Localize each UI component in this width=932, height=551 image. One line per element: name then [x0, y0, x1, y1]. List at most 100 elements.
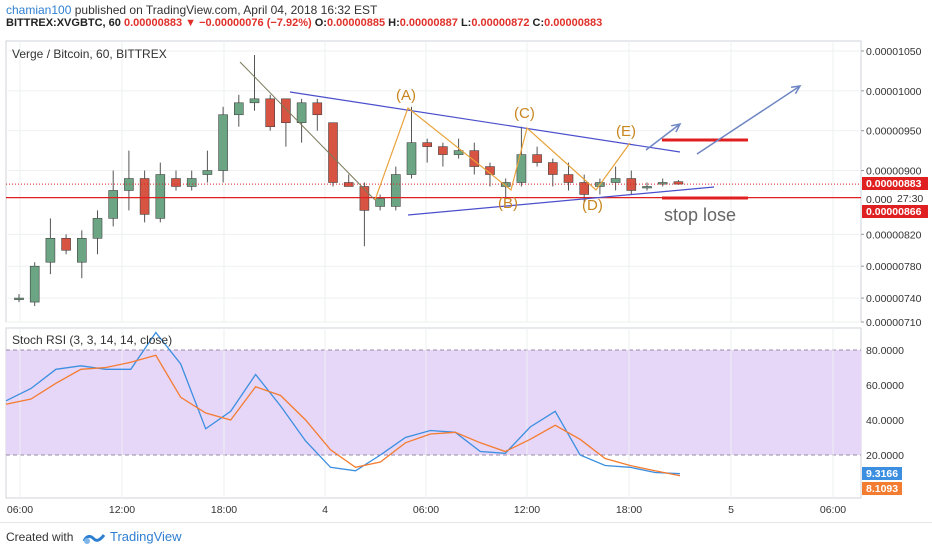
time-tick-label: 06:00: [820, 504, 846, 516]
candle-body: [532, 154, 542, 163]
candle-body: [124, 178, 134, 191]
stoch-d-line: [5, 354, 681, 477]
tradingview-logo-icon[interactable]: [82, 531, 106, 550]
wave-label-c: (C): [514, 105, 535, 122]
time-tick-label: 06:00: [7, 504, 33, 516]
chart-canvas[interactable]: 0.00001050 0.00001000 0.00000950 0.00000900…: [0, 0, 932, 522]
high-label: H:: [388, 17, 400, 29]
rsi-band: [6, 350, 861, 455]
stop-lose-label: stop lose: [664, 205, 736, 225]
candle-body: [14, 297, 24, 300]
candle-body: [171, 178, 181, 187]
price-tick-label: 0.00000740: [866, 293, 922, 305]
last-price: 0.00000883: [123, 17, 183, 29]
author-link[interactable]: chamian100: [6, 3, 72, 17]
rsi-tick-label: 60.0000: [866, 380, 904, 392]
candle-body: [406, 142, 417, 175]
candle-body: [563, 174, 574, 183]
time-tick-label: 18:00: [616, 504, 642, 516]
candle-body: [626, 178, 637, 191]
candle-body: [265, 98, 276, 128]
open-value: 0.00000885: [326, 17, 386, 29]
rsi-title: Stoch RSI (3, 3, 14, 14, close): [12, 333, 172, 347]
candle-body: [422, 142, 433, 147]
candle-body: [312, 102, 323, 116]
price-tag-last: 0.00000883: [862, 177, 928, 190]
rsi-tick-label: 20.0000: [866, 450, 904, 462]
candle-body: [202, 170, 213, 175]
time-tick-label: 5: [728, 504, 734, 516]
close-value: 0.00000883: [544, 17, 603, 29]
candle-body: [61, 238, 71, 251]
rsi-k-tag: 9.3166: [862, 467, 902, 480]
wave-label-e: (E): [616, 123, 636, 140]
price-tag-ref: 0.00000866: [862, 205, 928, 218]
candle-body: [281, 98, 291, 124]
symbol-label: BITTREX:XVGBTC, 60: [6, 17, 121, 29]
candle-body: [139, 178, 150, 215]
candle-body: [642, 186, 652, 189]
candle-body: [328, 122, 338, 183]
upper-trendline: [289, 91, 681, 153]
rsi-d-tag: 8.1093: [862, 482, 902, 495]
low-label: L:: [460, 17, 472, 29]
candle-body: [249, 98, 260, 104]
candle-body: [657, 182, 668, 185]
candle-body: [359, 186, 370, 211]
candle-body: [516, 154, 527, 183]
svg-text:27:30: 27:30: [897, 193, 923, 205]
candle-body: [186, 178, 197, 187]
candle-body: [155, 174, 166, 219]
created-with-label: Created with: [6, 530, 74, 544]
candle-body: [234, 102, 244, 116]
wave-label-b: (B): [498, 195, 518, 212]
svg-text:8.1093: 8.1093: [866, 483, 898, 495]
candle-body: [375, 198, 385, 207]
price-tick-label: 0.00000900: [866, 166, 922, 178]
high-value: 0.00000887: [399, 17, 458, 29]
down-triangle-icon: ▼: [185, 17, 197, 29]
price-tick-label: 0.00001000: [866, 86, 922, 98]
lower-trendline: [407, 186, 715, 216]
price-tag-zero: 0.000: [866, 194, 892, 206]
price-tick-label: 0.00000710: [866, 317, 922, 329]
tradingview-link[interactable]: TradingView: [110, 529, 182, 544]
candle-body: [469, 150, 480, 167]
candle-body: [610, 178, 621, 183]
price-change: −0.00000076 (−7.92%): [199, 17, 312, 29]
svg-text:9.3166: 9.3166: [866, 468, 898, 480]
price-tick-label: 0.00000780: [866, 261, 922, 273]
candle-body: [547, 162, 558, 175]
price-tick-label: 0.00000950: [866, 126, 922, 138]
wave-label-d: (D): [582, 197, 603, 214]
time-tick-label: 18:00: [211, 504, 237, 516]
svg-text:0.00000866: 0.00000866: [866, 206, 922, 218]
chart-title: Verge / Bitcoin, 60, BITTREX: [12, 47, 167, 61]
low-value: 0.00000872: [471, 17, 530, 29]
footer: Created with TradingView: [0, 522, 932, 551]
candle-body: [296, 102, 307, 124]
candle-body: [77, 238, 87, 263]
price-tick-label: 0.00000820: [866, 229, 922, 241]
open-label: O:: [314, 17, 327, 29]
rsi-tick-label: 40.0000: [866, 415, 904, 427]
svg-text:0.00000883: 0.00000883: [866, 178, 922, 190]
symbol-ohlc-line: BITTREX:XVGBTC, 60 0.00000883 ▼ −0.00000…: [6, 17, 602, 29]
breakout-arrow-large-head: [790, 85, 802, 95]
prior-trend-line: [239, 61, 376, 201]
time-tick-label: 06:00: [413, 504, 439, 516]
svg-text:0.000: 0.000: [866, 194, 892, 206]
candle-body: [218, 114, 228, 171]
candle-body: [579, 182, 590, 195]
price-pane[interactable]: [5, 40, 862, 323]
abcde-wave-path: [374, 107, 631, 201]
breakout-arrow-small-head: [671, 122, 682, 133]
time-tick-label: 12:00: [514, 504, 540, 516]
candle-body: [438, 146, 448, 155]
time-tick-label: 4: [322, 504, 328, 516]
candle-body: [108, 190, 118, 219]
candle-body: [45, 238, 56, 263]
close-label: C:: [532, 17, 545, 29]
candle-body: [29, 265, 40, 303]
wave-label-a: (A): [396, 87, 416, 104]
